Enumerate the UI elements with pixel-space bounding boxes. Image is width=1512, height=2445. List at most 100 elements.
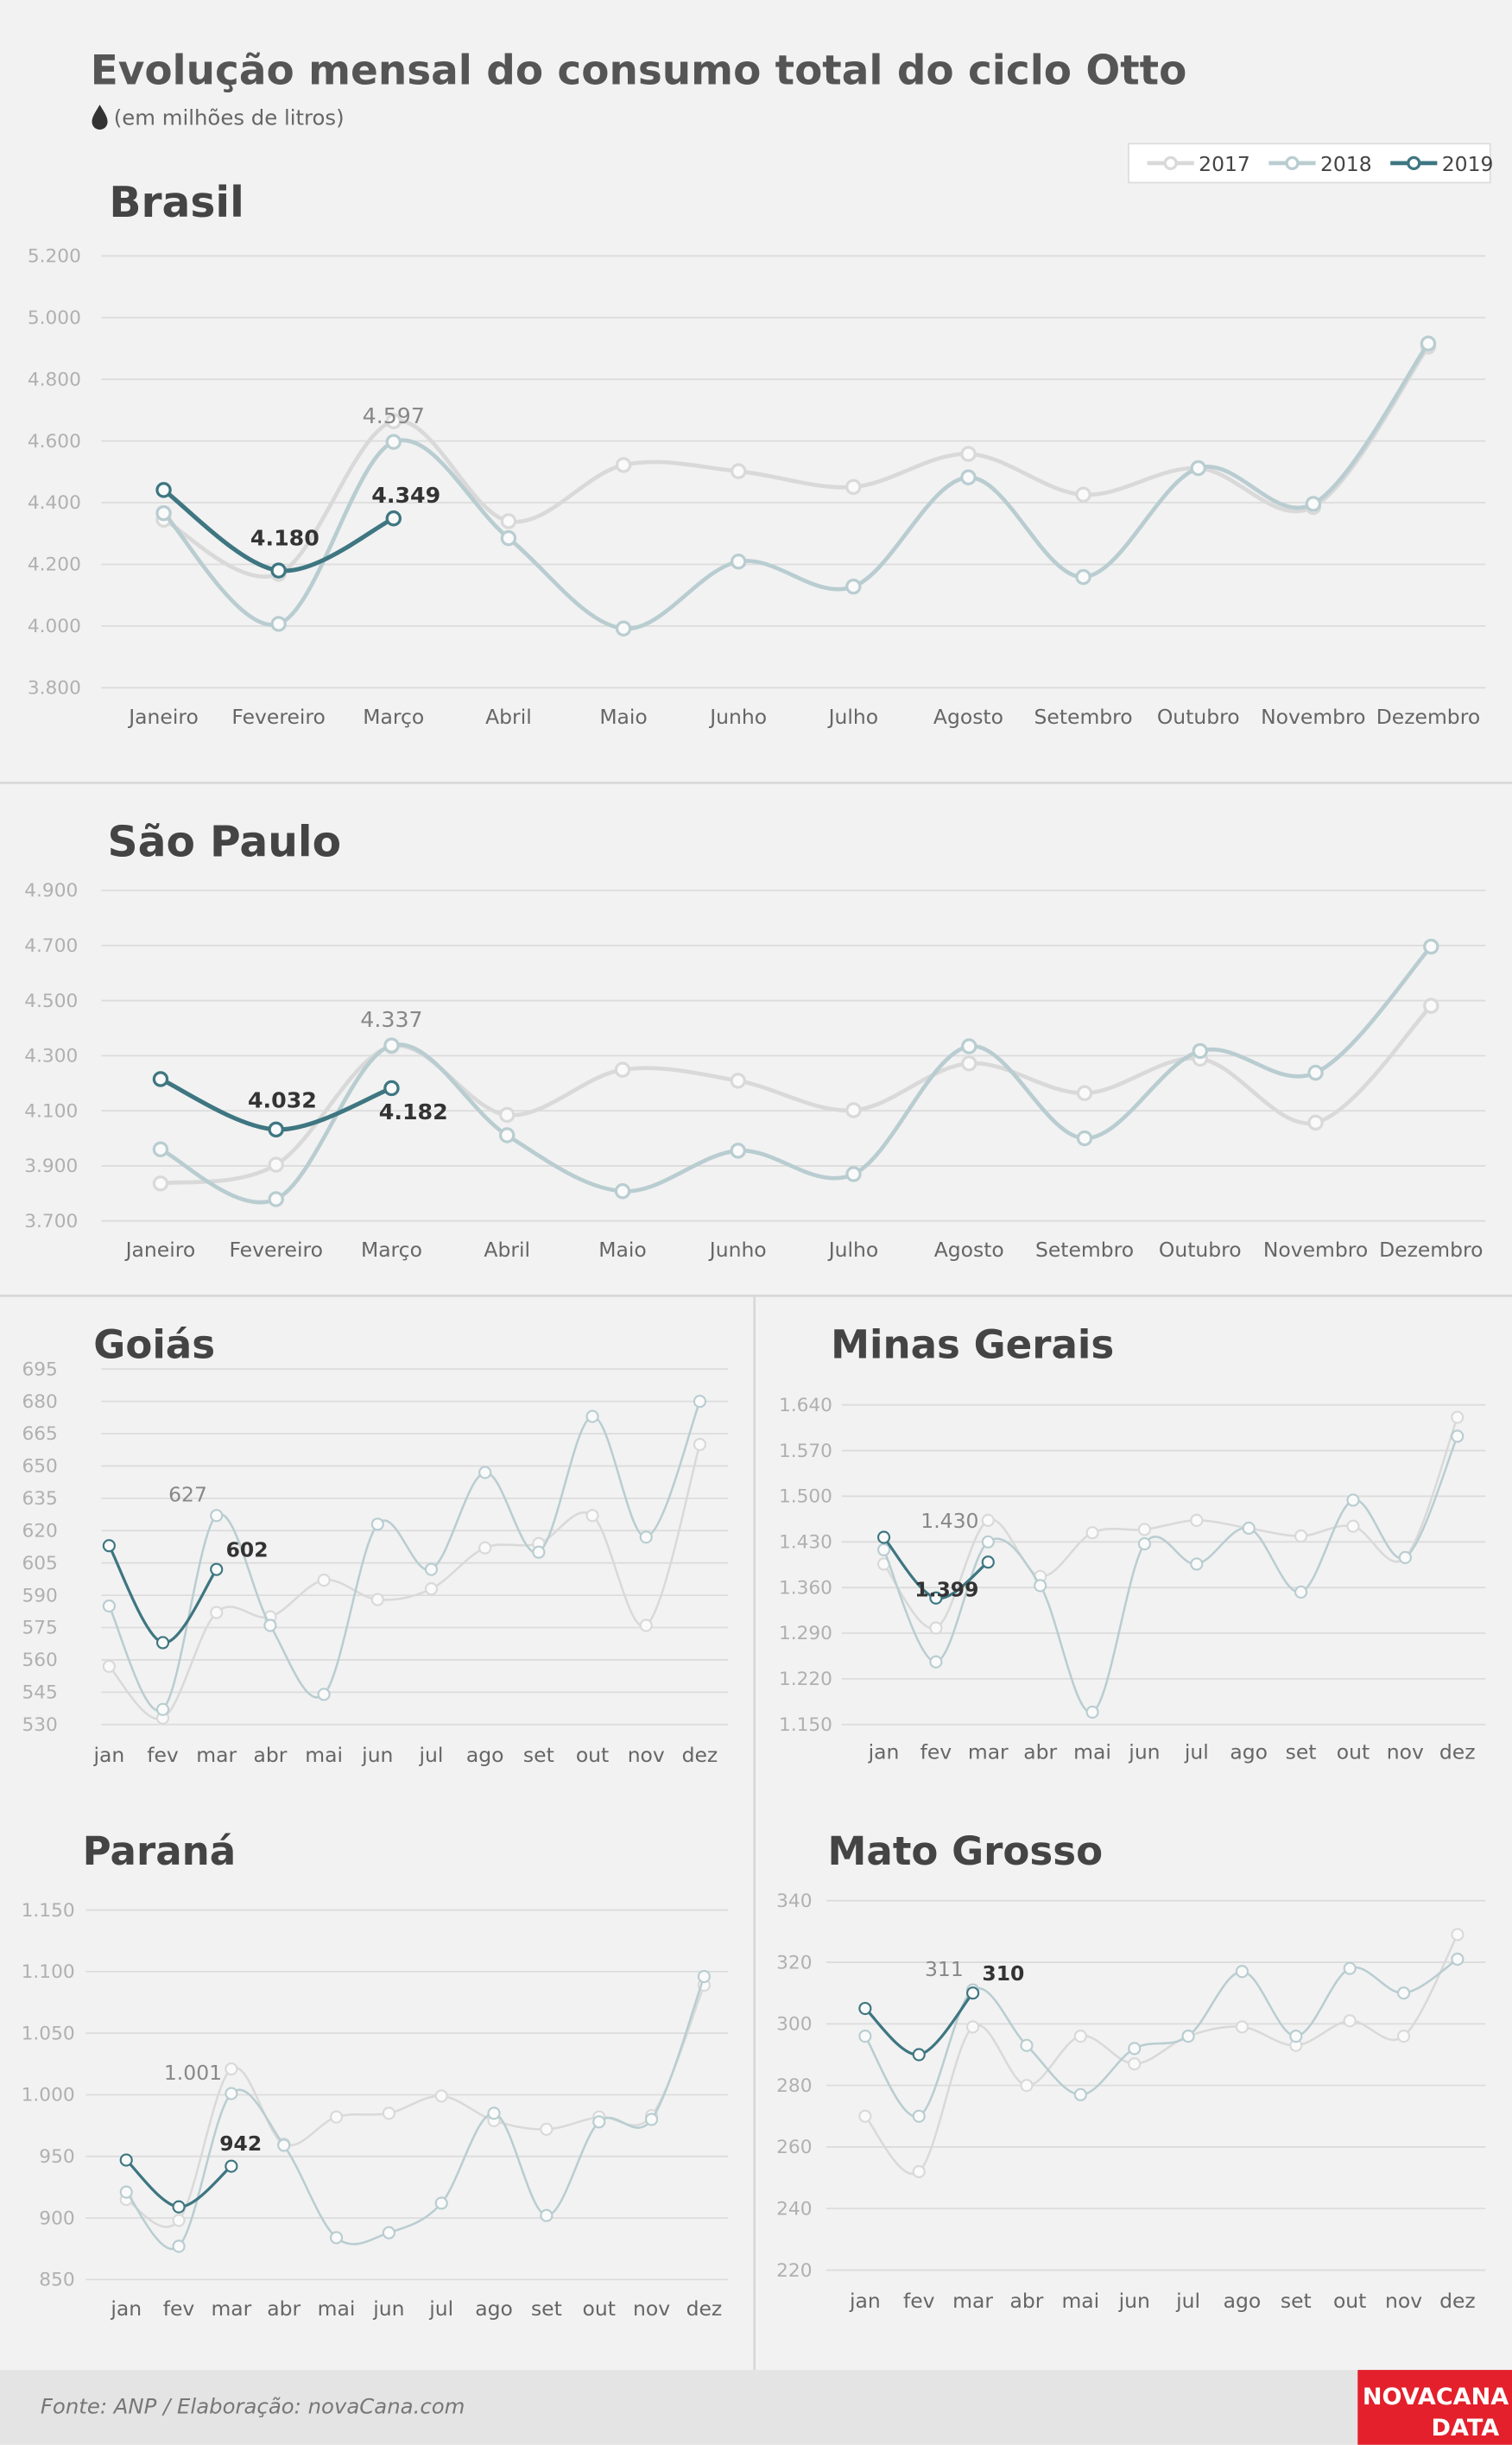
data-point — [434, 2089, 448, 2103]
x-tick-label: ago — [1224, 2289, 1262, 2313]
data-point — [845, 1166, 862, 1182]
data-point — [961, 1055, 977, 1072]
series-line — [161, 342, 1430, 631]
series-line — [883, 1435, 1458, 1713]
series-line — [108, 1401, 701, 1713]
data-point — [858, 2109, 872, 2123]
y-tick-label: 4.500 — [24, 991, 78, 1012]
data-point — [858, 2030, 872, 2043]
data-point — [966, 2020, 980, 2034]
y-tick-label: 1.500 — [779, 1486, 832, 1508]
x-tick-label: out — [1333, 2289, 1366, 2313]
x-tick-label: fev — [147, 1743, 179, 1767]
data-point — [225, 2159, 238, 2173]
data-point — [1073, 2030, 1087, 2043]
data-point — [172, 2239, 186, 2253]
x-tick-label: jan — [868, 1739, 900, 1764]
x-tick-label: abr — [1010, 2289, 1044, 2313]
series-line — [883, 1416, 1458, 1630]
chart-title: Mato Grosso — [828, 1828, 1104, 1874]
x-tick-label: ago — [1230, 1739, 1268, 1764]
data-point — [172, 2200, 186, 2214]
x-tick-label: abr — [267, 2296, 301, 2321]
data-point — [981, 1513, 995, 1527]
data-point — [1137, 1523, 1152, 1536]
data-point — [424, 1562, 439, 1576]
data-point — [960, 446, 977, 462]
y-tick-label: 1.640 — [779, 1395, 832, 1416]
data-point — [1423, 938, 1439, 955]
data-point — [329, 2110, 344, 2124]
series-line — [108, 1444, 701, 1720]
y-tick-label: 1.430 — [779, 1532, 832, 1554]
data-point — [1242, 1521, 1256, 1536]
y-tick-label: 575 — [22, 1618, 57, 1639]
x-tick-label: jun — [1118, 2289, 1150, 2313]
x-tick-label: Dezembro — [1379, 1238, 1483, 1262]
data-point — [500, 529, 517, 547]
x-tick-label: jul — [1184, 1739, 1209, 1764]
y-tick-label: 4.300 — [24, 1046, 78, 1067]
data-point — [912, 2048, 926, 2062]
x-tick-label: nov — [1385, 2289, 1422, 2313]
data-point — [981, 1535, 995, 1549]
data-point — [385, 434, 402, 450]
data-point — [1307, 1064, 1324, 1081]
data-point — [1085, 1526, 1099, 1540]
y-tick-label: 650 — [22, 1456, 57, 1478]
x-tick-label: fev — [920, 1739, 952, 1764]
data-point — [592, 2115, 606, 2129]
y-tick-label: 620 — [22, 1520, 57, 1542]
y-tick-label: 5.000 — [28, 307, 81, 329]
y-tick-label: 4.400 — [28, 492, 81, 514]
main-title: Evolução mensal do consumo total do cicl… — [91, 48, 1187, 95]
data-point — [383, 1037, 400, 1054]
data-label: 4.180 — [250, 526, 319, 551]
x-tick-label: Março — [361, 1238, 422, 1262]
data-point — [532, 1545, 546, 1559]
data-point — [383, 1080, 400, 1097]
data-point — [210, 1606, 224, 1619]
series-line — [159, 945, 1433, 1205]
y-tick-label: 280 — [776, 2075, 812, 2097]
data-point — [499, 1127, 516, 1143]
data-point — [876, 1542, 891, 1556]
y-tick-label: 260 — [776, 2137, 812, 2158]
y-tick-label: 4.000 — [28, 616, 81, 637]
data-point — [210, 1509, 224, 1523]
y-tick-label: 4.600 — [28, 431, 81, 453]
data-label: 310 — [982, 1961, 1024, 1986]
data-point — [1423, 998, 1439, 1014]
data-point — [119, 2153, 133, 2167]
data-point — [697, 1969, 711, 1984]
data-point — [1075, 486, 1091, 503]
data-point — [929, 1621, 943, 1635]
data-point — [102, 1659, 116, 1673]
data-point — [1128, 2057, 1142, 2071]
y-tick-label: 680 — [22, 1391, 57, 1413]
x-tick-label: nov — [628, 1743, 665, 1767]
x-tick-label: jan — [110, 2296, 142, 2321]
x-tick-label: Fevereiro — [229, 1238, 323, 1262]
data-point — [1343, 2014, 1357, 2028]
data-point — [639, 1530, 653, 1544]
data-label: 1.430 — [920, 1509, 978, 1533]
data-point — [1396, 1986, 1411, 2000]
data-point — [845, 478, 862, 496]
data-point — [730, 1143, 746, 1159]
y-tick-label: 340 — [776, 1891, 812, 1912]
data-point — [155, 1636, 170, 1650]
x-tick-label: mar — [196, 1743, 237, 1767]
x-tick-label: ago — [466, 1743, 504, 1767]
y-tick-label: 1.000 — [22, 2085, 75, 2106]
data-point — [385, 413, 402, 429]
data-point — [540, 2208, 554, 2222]
data-point — [152, 1175, 169, 1192]
y-tick-label: 635 — [22, 1488, 57, 1510]
data-point — [155, 504, 172, 522]
x-tick-label: jun — [361, 1743, 393, 1767]
x-tick-label: Maio — [599, 705, 647, 729]
x-tick-label: mar — [968, 1739, 1009, 1764]
x-tick-label: dez — [1439, 2289, 1476, 2313]
